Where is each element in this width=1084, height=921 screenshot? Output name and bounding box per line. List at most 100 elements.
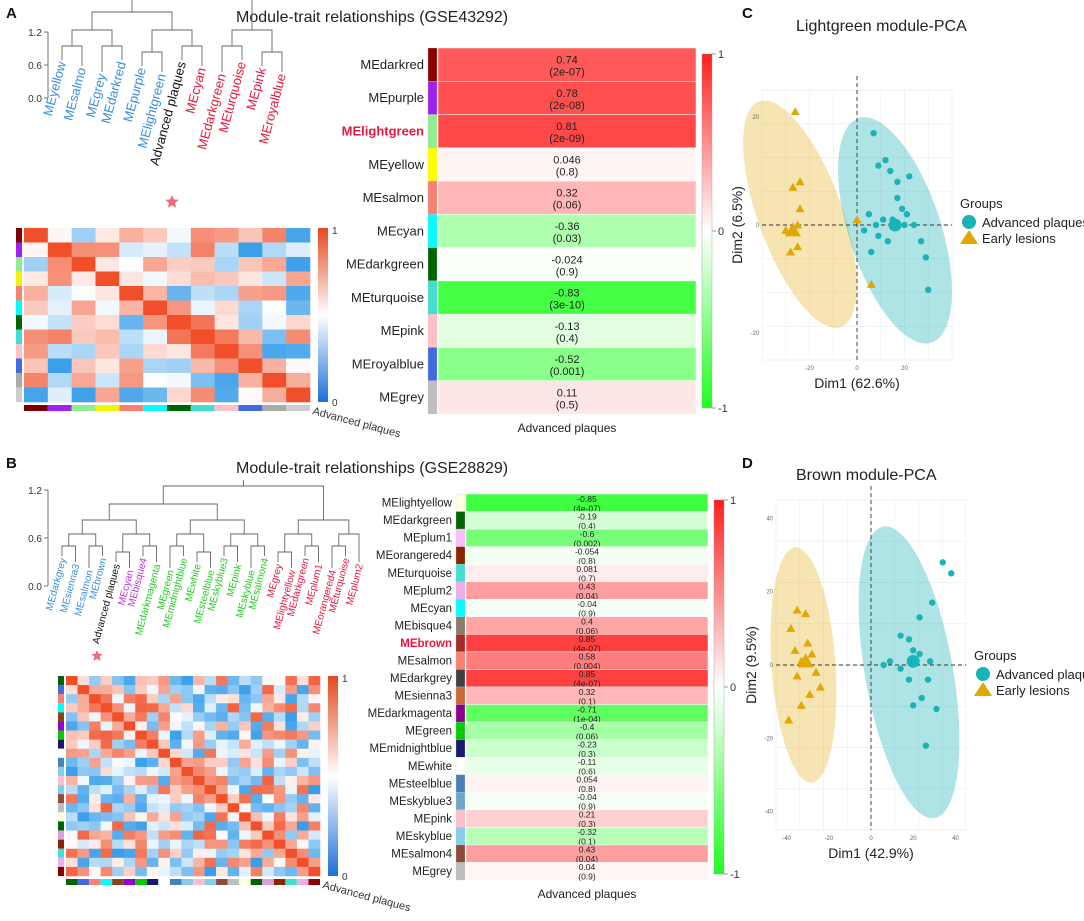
adjacency-cell	[214, 300, 239, 316]
p-value: (0.3)	[578, 819, 596, 829]
adjacency-cell	[285, 857, 298, 868]
adjacency-cell	[24, 387, 49, 403]
adjacency-cell	[273, 830, 286, 840]
adjacency-cell	[262, 712, 275, 722]
early-lesions-point	[815, 682, 825, 691]
adjacency-cell	[262, 857, 275, 868]
adjacency-cell	[204, 830, 217, 840]
adjacency-cell	[239, 712, 252, 722]
adjacency-cell	[190, 228, 215, 243]
adjacency-cell	[119, 373, 144, 388]
adjacency-cell	[262, 730, 275, 740]
adjacency-cell	[47, 257, 72, 272]
scale-tick-label: 0	[730, 682, 736, 694]
adjacency-cell	[169, 685, 182, 695]
module-color-chip	[24, 405, 48, 411]
adjacency-cell	[119, 315, 144, 330]
adjacency-cell	[273, 739, 286, 750]
adjacency-cell	[169, 866, 182, 877]
module-color-chip	[16, 286, 22, 301]
adjacency-cell	[286, 286, 311, 301]
adjacency-cell	[100, 694, 113, 704]
module-color-chip	[169, 879, 182, 885]
adjacency-cell	[193, 757, 205, 768]
adjacency-cell	[227, 766, 240, 777]
scale-tick-label: 1	[718, 49, 724, 61]
adjacency-cell	[146, 685, 159, 695]
module-color-chip	[16, 242, 22, 257]
adjacency-cell	[146, 839, 159, 850]
adjacency-cell	[239, 794, 252, 804]
adjacency-cell	[71, 286, 96, 301]
p-value: (4e-07)	[573, 644, 601, 654]
highlight-star-icon	[165, 195, 179, 208]
adjacency-cell	[286, 358, 311, 374]
adjacency-cell	[273, 676, 286, 686]
module-color-chip	[227, 879, 240, 885]
early-lesions-point	[795, 177, 805, 186]
adjacency-cell	[204, 848, 217, 859]
adjacency-cell	[193, 785, 205, 795]
adjacency-cell	[250, 794, 263, 804]
p-value: (0.03)	[553, 233, 582, 245]
adjacency-cell	[77, 785, 90, 795]
adjacency-cell	[89, 694, 101, 704]
advanced-plaques-point	[870, 130, 877, 137]
adjacency-cell	[193, 794, 205, 804]
advanced-plaques-point	[910, 647, 917, 654]
p-value: (0.04)	[576, 854, 598, 864]
adjacency-cell	[308, 703, 321, 713]
module-row-label: MEpink	[381, 323, 425, 338]
adjacency-cell	[158, 703, 171, 713]
adjacency-cell	[100, 839, 113, 850]
advanced-plaques-point	[910, 221, 918, 229]
module-color-chip	[58, 766, 64, 776]
module-color-chip	[273, 879, 286, 885]
adjacency-cell	[167, 344, 192, 359]
adjacency-cell	[77, 703, 90, 713]
module-color-chip	[16, 344, 22, 359]
adjacency-cell	[77, 794, 90, 804]
adjacency-cell	[204, 676, 217, 686]
adjacency-cell	[167, 373, 192, 388]
module-color-chip	[58, 830, 64, 840]
advanced-plaques-point	[903, 211, 911, 218]
adjacency-cell	[47, 286, 72, 301]
adjacency-cell	[239, 812, 252, 822]
dendro-branch	[71, 29, 113, 46]
adjacency-cell	[204, 776, 217, 786]
adjacency-cell	[89, 757, 101, 768]
correlation-value: 0.32	[579, 687, 596, 697]
adjacency-cell	[89, 766, 101, 777]
adjacency-cell	[135, 712, 148, 722]
adjacency-cell	[167, 315, 192, 330]
adjacency-cell	[216, 712, 228, 722]
adjacency-cell	[169, 776, 182, 786]
adjacency-cell	[227, 857, 240, 868]
adjacency-cell	[262, 830, 275, 840]
adjacency-cell	[112, 730, 125, 740]
module-row-label: MEpurple	[368, 90, 424, 105]
advanced-plaques-point	[875, 162, 882, 169]
adjacency-cell	[262, 242, 287, 258]
adjacency-cell	[273, 776, 286, 786]
module-trait-cell	[437, 114, 697, 149]
correlation-value: 0.32	[556, 188, 577, 200]
adjacency-cell	[262, 286, 287, 301]
adjacency-cell	[250, 785, 263, 795]
adjacency-cell	[262, 344, 287, 359]
module-color-chip	[455, 511, 466, 530]
adjacency-cell	[123, 685, 136, 695]
adjacency-cell	[89, 794, 101, 804]
scale-tick-label: 0	[718, 226, 724, 238]
adjacency-cell	[66, 739, 78, 750]
adjacency-cell	[169, 694, 182, 704]
panel-C-letter: C	[742, 5, 753, 22]
adjacency-cell	[123, 839, 136, 850]
adjacency-cell	[227, 866, 240, 877]
adjacency-cell	[89, 703, 101, 713]
module-color-chip	[216, 879, 228, 885]
early-lesions-point	[811, 667, 821, 676]
adjacency-cell	[77, 821, 90, 831]
adjacency-cell	[112, 748, 125, 759]
